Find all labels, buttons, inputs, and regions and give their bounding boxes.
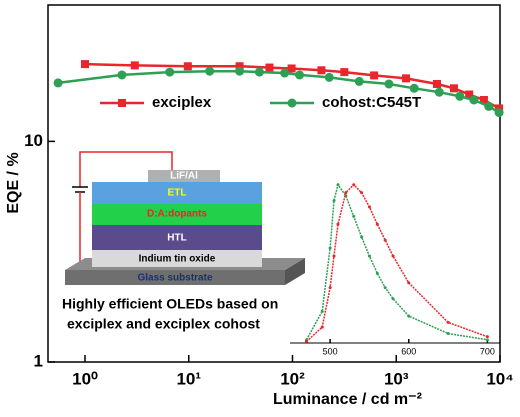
marker — [354, 76, 364, 86]
marker — [305, 339, 309, 343]
marker — [324, 72, 334, 82]
marker — [265, 63, 274, 72]
legend-marker — [118, 99, 126, 107]
marker — [446, 332, 450, 336]
marker — [446, 320, 450, 324]
glass-side — [285, 258, 305, 285]
marker — [402, 74, 411, 83]
marker — [383, 286, 387, 290]
layer-label: ETL — [168, 188, 187, 199]
legend-label: exciplex — [152, 94, 212, 111]
annotation: Highly efficient OLEDs based on — [62, 296, 278, 312]
cathode — [148, 170, 220, 182]
layer-label: LiF/Al — [170, 171, 198, 182]
marker — [352, 183, 356, 187]
marker — [383, 238, 387, 242]
x-tick-label: 600 — [401, 346, 416, 356]
marker — [384, 79, 394, 89]
marker — [432, 79, 441, 88]
marker — [80, 60, 89, 69]
marker — [340, 68, 349, 77]
marker — [130, 61, 139, 70]
ito — [92, 250, 262, 267]
wire — [79, 151, 173, 187]
marker — [375, 271, 379, 275]
eml — [92, 204, 262, 225]
layer-label: Indium tin oxide — [139, 254, 216, 265]
marker — [295, 70, 305, 80]
marker — [336, 183, 340, 187]
marker — [407, 314, 411, 318]
marker — [287, 64, 296, 73]
marker — [352, 214, 356, 218]
layer-label: D:A:dopants — [147, 209, 207, 220]
x-tick-label: 500 — [323, 346, 338, 356]
marker — [336, 222, 340, 226]
y-tick-label: 1 — [34, 351, 43, 370]
marker — [205, 66, 215, 76]
marker — [494, 108, 504, 118]
x-tick-label: 700 — [480, 346, 495, 356]
y-axis-title: EQE / % — [5, 152, 22, 213]
marker — [409, 83, 419, 93]
marker — [434, 87, 444, 97]
x-axis-title: Luminance / cd m⁻² — [273, 391, 422, 408]
marker — [367, 254, 371, 258]
x-tick-label: 10⁰ — [72, 369, 98, 388]
marker — [391, 254, 395, 258]
layer-label: Glass substrate — [137, 273, 212, 284]
layer-label: HTL — [167, 233, 186, 244]
annotation: exciplex and exciplex cohost — [67, 316, 260, 332]
marker — [375, 222, 379, 226]
marker — [117, 70, 127, 80]
plot-frame — [47, 4, 501, 363]
x-tick-label: 10¹ — [176, 369, 201, 388]
marker — [280, 68, 290, 78]
marker — [360, 235, 364, 239]
marker — [183, 62, 192, 71]
legend-label: cohost:C545T — [322, 94, 421, 111]
marker — [391, 297, 395, 301]
marker — [317, 66, 326, 75]
marker — [344, 191, 348, 195]
glass — [65, 270, 285, 285]
marker — [367, 205, 371, 209]
marker — [332, 199, 336, 203]
x-tick-label: 10² — [280, 369, 305, 388]
marker — [479, 95, 488, 104]
marker — [320, 325, 324, 329]
x-tick-label: 10³ — [384, 369, 409, 388]
htl — [92, 225, 262, 250]
marker — [53, 78, 63, 88]
marker — [254, 67, 264, 77]
marker — [328, 246, 332, 250]
etl — [92, 182, 262, 204]
marker — [407, 281, 411, 285]
marker — [328, 286, 332, 290]
y-tick-label: 10 — [24, 131, 43, 150]
marker — [485, 338, 489, 342]
marker — [235, 62, 244, 71]
marker — [484, 101, 494, 111]
marker — [370, 71, 379, 80]
marker — [165, 67, 175, 77]
marker — [485, 335, 489, 339]
marker — [320, 309, 324, 313]
marker — [469, 95, 479, 105]
marker — [465, 90, 474, 99]
x-tick-label: 10⁴ — [486, 369, 513, 388]
device-diagram: LiF/Al ETL D:A:dopants HTL Indium tin ox… — [65, 151, 305, 285]
marker — [449, 84, 458, 93]
marker — [360, 191, 364, 195]
legend-marker — [287, 98, 297, 108]
marker — [235, 66, 245, 76]
marker — [332, 254, 336, 258]
marker — [455, 91, 465, 101]
